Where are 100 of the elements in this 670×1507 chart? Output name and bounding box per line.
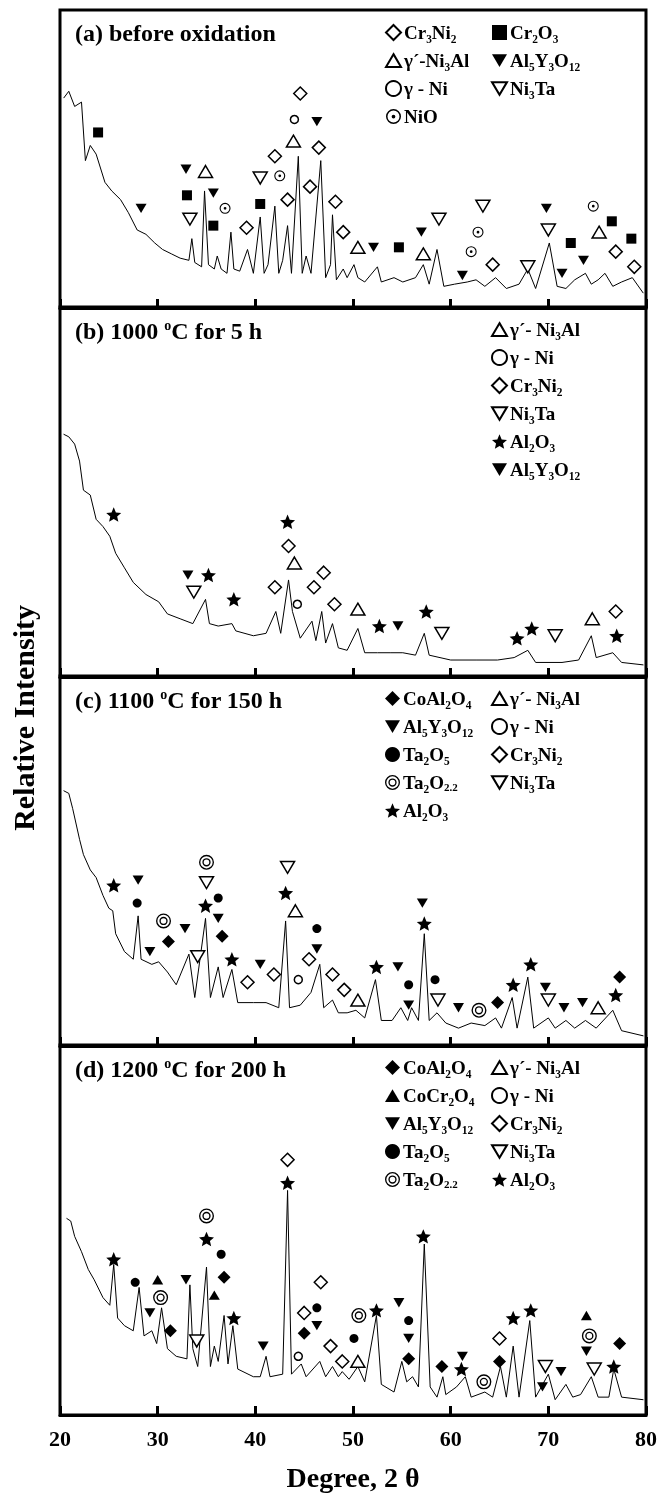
point <box>539 982 551 992</box>
point <box>523 957 539 972</box>
point <box>475 199 491 213</box>
point <box>212 913 224 924</box>
point <box>523 1303 539 1318</box>
legend-label: Al₂O₃ <box>510 431 556 452</box>
point <box>540 203 552 213</box>
point <box>188 1334 205 1348</box>
point <box>328 194 343 210</box>
point <box>540 993 557 1007</box>
legend-label: γ´- Ni₃Al <box>509 1057 580 1078</box>
point <box>540 223 557 237</box>
point <box>286 556 303 570</box>
legend-label: CoAl₂O₄ <box>403 688 472 709</box>
point <box>293 974 304 985</box>
point <box>292 599 303 609</box>
point <box>130 1277 140 1287</box>
point <box>368 242 380 252</box>
point <box>524 621 540 636</box>
point <box>311 116 323 127</box>
point <box>430 993 446 1007</box>
point <box>555 1366 567 1377</box>
point <box>335 224 351 240</box>
point <box>509 630 525 646</box>
point <box>580 1310 592 1321</box>
point <box>325 967 340 982</box>
legend-label: Cr₃Ni₂ <box>510 375 563 396</box>
point <box>591 225 607 239</box>
point <box>368 959 384 975</box>
point <box>163 1324 177 1338</box>
point <box>430 975 440 985</box>
point <box>613 970 627 984</box>
point <box>199 1208 214 1224</box>
point <box>627 259 642 275</box>
point <box>316 565 331 580</box>
point <box>182 570 194 580</box>
point <box>267 579 283 595</box>
x-tick-label: 60 <box>439 1425 462 1451</box>
legend-label: CoAl₂O₄ <box>403 1057 472 1078</box>
point <box>293 86 308 101</box>
point <box>404 980 414 990</box>
point <box>182 212 198 226</box>
point <box>416 898 428 908</box>
legend-label: Cr₃Ni₂ <box>510 1113 563 1134</box>
legend-label: Al₅Y₃O₁₂ <box>403 716 474 737</box>
point <box>349 1333 359 1343</box>
point <box>156 913 172 929</box>
point <box>493 1354 506 1368</box>
legend-label: NiO <box>404 106 438 127</box>
point <box>626 233 637 244</box>
point <box>418 604 434 619</box>
point <box>144 1308 156 1318</box>
point <box>297 1326 311 1340</box>
point <box>323 1338 338 1354</box>
point <box>274 170 286 182</box>
point <box>393 242 404 253</box>
point <box>350 1354 366 1369</box>
point <box>505 977 521 992</box>
point <box>350 602 366 616</box>
point <box>266 967 282 982</box>
point <box>393 1298 405 1308</box>
point <box>590 1001 606 1015</box>
point <box>392 621 404 631</box>
point <box>217 1270 231 1284</box>
point <box>472 226 484 238</box>
point <box>180 1275 192 1285</box>
x-tick-label: 80 <box>635 1425 657 1451</box>
point <box>280 1175 296 1191</box>
point <box>404 1316 414 1326</box>
point <box>106 1252 122 1267</box>
legend-label: Ni₃Ta <box>510 403 556 424</box>
point <box>311 140 327 155</box>
point <box>403 1333 415 1344</box>
legend-label: Ta₂O2.2 <box>403 772 459 793</box>
point <box>547 629 563 643</box>
point <box>132 875 144 885</box>
point <box>476 1374 492 1390</box>
legend-label: Ni₃Ta <box>510 78 556 99</box>
x-tick-label: 20 <box>49 1425 71 1451</box>
legend-label: γ´- Ni₃Al <box>509 688 580 709</box>
point <box>431 212 447 226</box>
point <box>586 1362 602 1376</box>
point <box>577 255 589 265</box>
point <box>505 1310 521 1326</box>
legend-label: CoCr₂O₄ <box>403 1085 475 1106</box>
legend-label: Ni₃Ta <box>510 772 556 793</box>
point <box>279 860 296 875</box>
point <box>350 993 366 1007</box>
legend-label: Al₅Y₃O₁₂ <box>510 50 581 71</box>
point <box>465 246 477 258</box>
point <box>558 1003 570 1013</box>
point <box>453 1361 469 1377</box>
legend-label: Al₂O₃ <box>510 1169 556 1190</box>
point <box>215 929 229 943</box>
point <box>471 1002 487 1018</box>
x-axis-title: Degree, 2 θ <box>286 1461 420 1493</box>
point <box>415 1229 431 1244</box>
point <box>371 618 387 634</box>
legend-label: γ´- Ni₃Al <box>509 319 580 340</box>
point <box>351 1308 367 1323</box>
